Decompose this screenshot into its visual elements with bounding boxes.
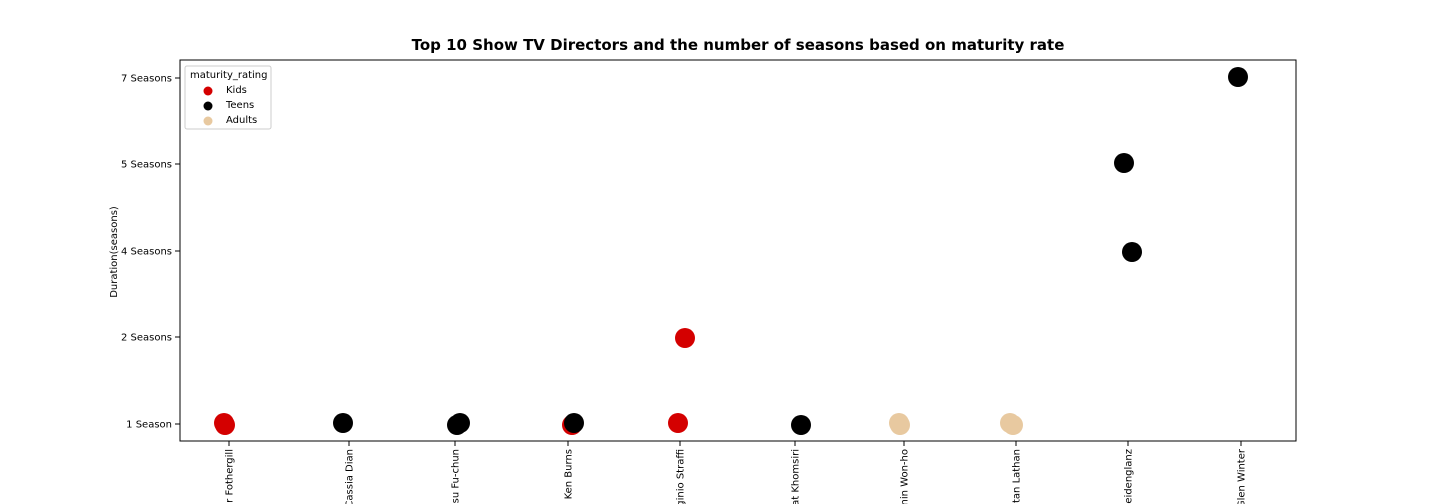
data-point-teens	[564, 413, 584, 433]
chart-title: Top 10 Show TV Directors and the number …	[412, 36, 1065, 54]
legend-label-adults: Adults	[226, 115, 257, 126]
x-axis: r Fothergill Cassia Dian su Fu-chun Ken Bur…	[225, 441, 1248, 504]
data-point-adults	[1003, 415, 1023, 435]
legend: maturity_rating Kids Teens Adults	[184, 65, 272, 130]
x-tick-label: at Khomsiri	[791, 449, 802, 504]
legend-label-kids: Kids	[226, 85, 247, 96]
legend-title: maturity_rating	[190, 70, 267, 81]
data-point-kids	[215, 415, 235, 435]
x-tick-label: Ken Burns	[564, 449, 575, 499]
data-point-teens	[450, 413, 470, 433]
x-tick-label: Glen Winter	[1237, 448, 1248, 504]
data-point-teens	[1122, 242, 1142, 262]
y-axis: 1 Season 2 Seasons 4 Seasons 5 Seasons 7 Sea…	[121, 74, 180, 431]
legend-marker-kids	[203, 86, 213, 96]
x-tick-label: tan Lathan	[1012, 449, 1023, 503]
data-point-kids	[668, 413, 688, 433]
data-points	[214, 67, 1248, 435]
y-tick-label: 5 Seasons	[121, 160, 172, 171]
x-tick-label: r Fothergill	[225, 449, 236, 503]
x-tick-label: eidenglanz	[1124, 449, 1135, 504]
data-point-teens	[1114, 153, 1134, 173]
x-tick-label: nin Won-ho	[900, 449, 911, 504]
legend-marker-teens	[203, 101, 213, 111]
data-point-adults	[890, 415, 910, 435]
x-tick-label: su Fu-chun	[451, 449, 462, 503]
data-point-teens	[1228, 67, 1248, 87]
y-tick-label: 1 Season	[126, 420, 172, 431]
y-axis-label: Duration(seasons)	[109, 206, 120, 298]
legend-box	[184, 65, 272, 130]
y-tick-label: 7 Seasons	[121, 74, 172, 85]
x-tick-label: ginio Straffi	[676, 449, 687, 504]
x-tick-label: Cassia Dian	[345, 449, 356, 504]
data-point-kids	[675, 328, 695, 348]
y-tick-label: 4 Seasons	[121, 247, 172, 258]
legend-label-teens: Teens	[225, 100, 254, 111]
data-point-teens	[333, 413, 353, 433]
y-tick-label: 2 Seasons	[121, 333, 172, 344]
data-point-teens	[791, 415, 811, 435]
legend-marker-adults	[203, 116, 213, 126]
